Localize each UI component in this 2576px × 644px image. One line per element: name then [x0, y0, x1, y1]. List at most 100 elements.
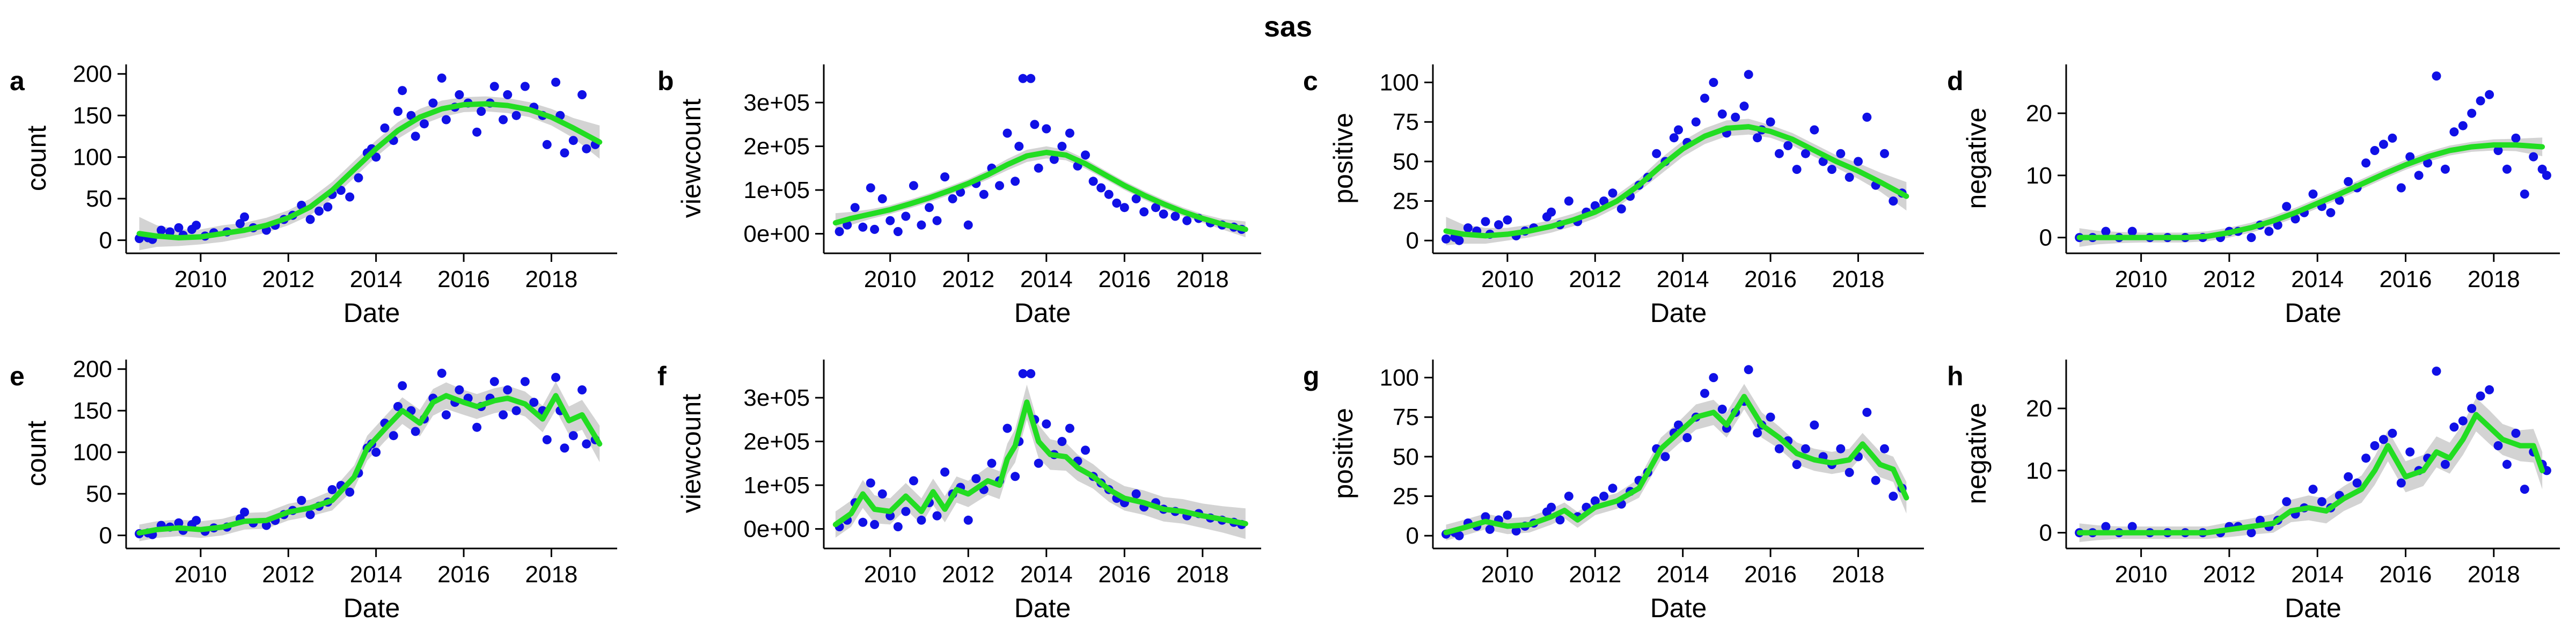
data-point: [2405, 152, 2415, 162]
data-point: [963, 515, 973, 525]
data-point: [1792, 460, 1802, 470]
data-point: [1669, 133, 1679, 143]
data-point: [1151, 203, 1160, 213]
y-tick-label: 10: [2026, 458, 2052, 484]
data-point: [1774, 149, 1784, 158]
data-point: [511, 111, 521, 120]
y-tick-label: 150: [73, 398, 112, 424]
x-tick-label: 2010: [2115, 266, 2168, 292]
x-tick-label: 2012: [1569, 266, 1621, 292]
data-point: [917, 515, 926, 525]
data-point: [932, 216, 942, 225]
x-tick-label: 2014: [2291, 266, 2344, 292]
data-point: [472, 422, 482, 432]
data-point: [835, 227, 844, 236]
y-tick-label: 200: [73, 356, 112, 383]
data-point: [1691, 117, 1701, 127]
data-point: [1792, 165, 1802, 174]
y-tick-label: 150: [73, 103, 112, 129]
data-point: [1608, 188, 1618, 198]
smooth-line: [136, 393, 603, 536]
data-point: [1766, 117, 1775, 127]
y-tick-label: 100: [1380, 70, 1419, 96]
data-point: [932, 511, 942, 521]
data-point: [2317, 497, 2326, 507]
data-point: [1871, 475, 1880, 485]
data-point: [542, 435, 552, 444]
data-point: [2542, 466, 2551, 475]
panel-tag: g: [1303, 361, 1320, 391]
panel-h: h 2010 2012 2014 2016 2018 0 10 20 Date negative: [1947, 360, 2560, 623]
x-tick-label: 2012: [2203, 266, 2256, 292]
data-point: [870, 224, 880, 234]
data-point: [1880, 444, 1889, 453]
data-point: [2101, 522, 2111, 531]
data-point: [437, 74, 447, 83]
x-tick-label: 2012: [2203, 561, 2256, 588]
data-point: [2511, 133, 2521, 143]
data-point: [165, 227, 175, 237]
y-axis-label: count: [21, 126, 52, 191]
data-point: [441, 410, 451, 420]
data-point: [1441, 234, 1451, 244]
data-point: [1599, 492, 1609, 501]
y-tick-label: 75: [1393, 109, 1419, 135]
data-point: [877, 194, 887, 203]
data-point: [1011, 177, 1020, 186]
data-point: [909, 181, 918, 191]
y-tick-label: 50: [86, 186, 112, 212]
data-point: [1049, 155, 1059, 164]
data-point: [1503, 510, 1512, 520]
data-point: [2282, 202, 2292, 211]
data-point: [1836, 444, 1846, 453]
data-point: [1744, 70, 1753, 79]
data-point: [1753, 133, 1762, 143]
data-point: [314, 206, 324, 216]
data-point: [192, 516, 201, 525]
data-point: [1564, 196, 1574, 206]
x-tick-label: 2010: [2115, 561, 2168, 588]
x-axis-label: Date: [1014, 298, 1071, 328]
data-point: [2370, 146, 2380, 155]
data-point: [235, 219, 245, 229]
data-point: [2388, 133, 2397, 143]
x-tick-label: 2016: [1744, 266, 1797, 292]
x-tick-label: 2010: [174, 561, 227, 588]
data-point: [420, 119, 429, 129]
data-point: [1862, 112, 1872, 122]
data-point: [520, 82, 530, 91]
data-point: [551, 372, 561, 382]
data-point: [2449, 127, 2459, 137]
x-tick-label: 2012: [942, 266, 994, 292]
data-point: [2502, 164, 2512, 174]
data-point: [1014, 142, 1024, 151]
data-point: [1494, 220, 1503, 230]
data-point: [2308, 485, 2318, 494]
x-tick-label: 2018: [1176, 266, 1229, 292]
data-point: [1599, 196, 1609, 206]
data-point: [511, 406, 521, 415]
data-point: [174, 518, 184, 528]
y-tick-label: 0e+00: [743, 221, 810, 247]
x-tick-label: 2014: [1657, 266, 1709, 292]
data-point: [428, 98, 438, 108]
panel-d: d 2010 2012 2014 2016 2018 0 10 20 Date negative: [1947, 64, 2560, 328]
panel-tag: f: [657, 361, 667, 391]
x-tick-label: 2016: [1098, 266, 1151, 292]
x-axis-label: Date: [2285, 593, 2341, 623]
data-point: [380, 123, 390, 133]
data-point: [2344, 177, 2353, 186]
data-point: [1503, 215, 1512, 225]
y-tick-label: 25: [1393, 484, 1419, 510]
data-point: [885, 216, 895, 225]
data-point: [411, 427, 420, 436]
panel-c: c 2010 2012 2014 2016 2018 0 25 50 75 100 Date posit…: [1303, 64, 1924, 328]
data-point: [1018, 74, 1028, 83]
data-point: [1547, 207, 1556, 217]
smooth-line: [1443, 393, 1909, 536]
data-point: [1616, 204, 1626, 214]
data-point: [1880, 149, 1889, 158]
data-point: [398, 86, 407, 96]
data-point: [940, 467, 950, 477]
